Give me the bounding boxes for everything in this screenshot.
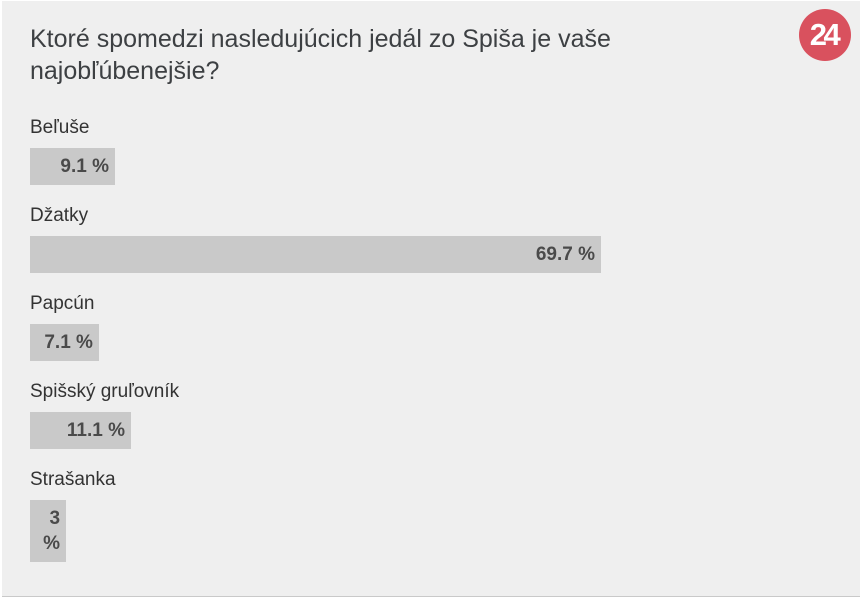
poll-option-row: Džatky 69.7 % bbox=[30, 204, 832, 273]
poll-results: Beľuše 9.1 % Džatky 69.7 % Papcún 7.1 % … bbox=[30, 116, 832, 562]
option-label: Džatky bbox=[30, 205, 89, 226]
poll-option-row: Papcún 7.1 % bbox=[30, 292, 832, 361]
result-bar: 3 % bbox=[30, 500, 67, 562]
result-bar: 11.1 % bbox=[30, 412, 132, 449]
option-label: Spišský gruľovník bbox=[30, 381, 180, 402]
logo-24-text: 24 bbox=[809, 17, 841, 52]
dnes24-logo[interactable]: 24 bbox=[799, 9, 851, 61]
option-label: Papcún bbox=[30, 293, 95, 314]
poll-question: Ktoré spomedzi nasledujúcich jedál zo Sp… bbox=[30, 25, 611, 85]
result-bar: 9.1 % bbox=[30, 148, 115, 185]
result-bar: 7.1 % bbox=[30, 324, 99, 361]
poll-option-row: Strašanka 3 % bbox=[30, 468, 832, 562]
result-bar: 69.7 % bbox=[30, 236, 601, 273]
option-label: Beľuše bbox=[30, 117, 90, 138]
poll-option-row: Beľuše 9.1 % bbox=[30, 116, 832, 185]
poll-option-row: Spišský gruľovník 11.1 % bbox=[30, 380, 832, 449]
option-label: Strašanka bbox=[30, 469, 116, 490]
